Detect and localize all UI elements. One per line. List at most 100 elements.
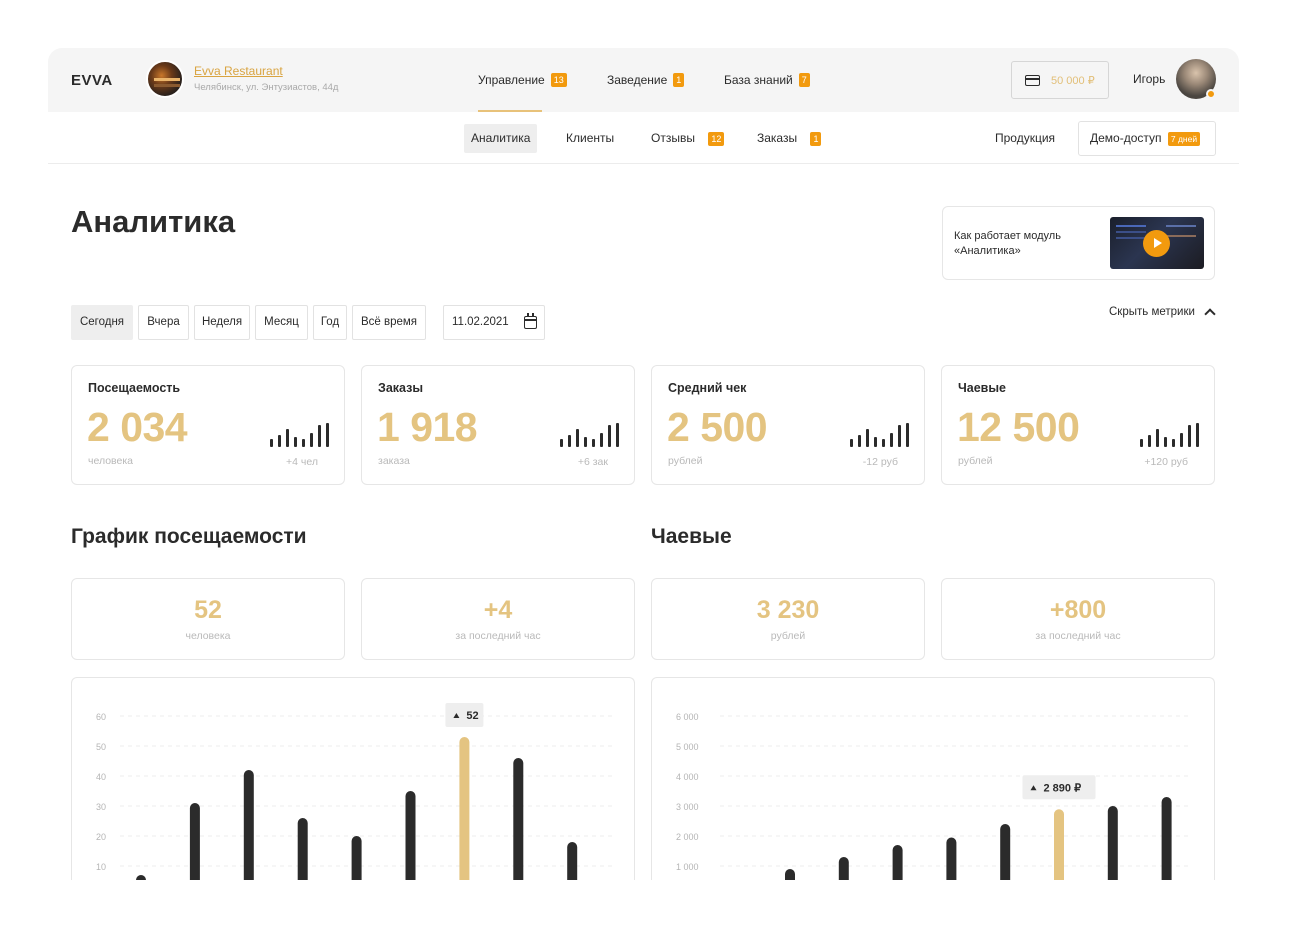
y-tick-label: 10: [96, 862, 106, 872]
sparkline-bar: [576, 429, 579, 447]
y-tick-label: 2 000: [676, 832, 699, 842]
metric-card-orders: Заказы 1 918 заказа +6 зак: [361, 365, 635, 485]
subnav-badge: 12: [708, 132, 725, 146]
y-tick-label: 30: [96, 802, 106, 812]
tips-bar-chart: 6 000 5 000 4 000 3 000 2 000 1 000 2 890 ₽: [676, 712, 1192, 907]
y-tick-label: 1 000: [676, 862, 699, 872]
stat-card-people-last-hour: +4 за последний час: [361, 578, 635, 660]
restaurant-name-link[interactable]: Evva Restaurant: [194, 64, 283, 78]
video-tutorial-card[interactable]: Как работает модуль «Аналитика»: [942, 206, 1215, 280]
bar-highlighted[interactable]: [459, 737, 470, 907]
tooltip-value: 2 890 ₽: [1044, 782, 1082, 794]
bar[interactable]: [1161, 797, 1172, 907]
page-bottom: [0, 880, 1289, 929]
metric-unit: рублей: [668, 455, 703, 467]
subnav-label: Отзывы: [651, 131, 695, 145]
sparkline-bar: [874, 437, 877, 447]
restaurant-avatar[interactable]: [146, 60, 184, 98]
demo-access-button[interactable]: Демо-доступ 7 дней: [1078, 121, 1216, 156]
sparkline-bar: [1156, 429, 1159, 447]
metric-value: 1 918: [377, 404, 478, 450]
demo-label: Демо-доступ: [1090, 131, 1162, 145]
online-status-dot: [1206, 89, 1216, 99]
nav-item-management[interactable]: Управление 13: [478, 48, 567, 112]
filter-month[interactable]: Месяц: [255, 305, 308, 340]
top-bar: EVVA Evva Restaurant Челябинск, ул. Энту…: [48, 48, 1239, 112]
balance-button[interactable]: 50 000 ₽: [1011, 61, 1109, 99]
filter-year[interactable]: Год: [313, 305, 347, 340]
page-title: Аналитика: [71, 204, 236, 239]
subnav-orders[interactable]: Заказы 1: [750, 124, 828, 153]
stat-label: за последний час: [1035, 630, 1121, 642]
metric-title: Посещаемость: [88, 381, 181, 395]
subnav-analytics[interactable]: Аналитика: [464, 124, 538, 153]
chevron-up-icon[interactable]: [1204, 308, 1216, 320]
stat-card-tips-last-hour: +800 за последний час: [941, 578, 1215, 660]
metric-title: Средний чек: [668, 381, 747, 395]
filter-today[interactable]: Сегодня: [71, 305, 133, 340]
subnav-products[interactable]: Продукция: [995, 131, 1056, 145]
filter-all-time[interactable]: Всё время: [352, 305, 426, 340]
sparkline-bar: [1140, 439, 1143, 447]
bar[interactable]: [513, 758, 524, 907]
stat-card-people: 52 человека: [71, 578, 345, 660]
sparkline-bar: [890, 433, 893, 447]
subnav-label: Аналитика: [471, 131, 531, 145]
play-icon[interactable]: [1143, 230, 1170, 257]
metric-unit: заказа: [378, 455, 410, 467]
sparkline-bar: [850, 439, 853, 447]
calendar-icon[interactable]: [524, 313, 537, 329]
sparkline-bar: [1196, 423, 1199, 447]
stat-value: +4: [483, 596, 513, 624]
nav-item-establishment[interactable]: Заведение 1: [607, 48, 685, 112]
user-name[interactable]: Игорь: [1133, 72, 1166, 86]
video-thumbnail[interactable]: [1110, 217, 1204, 269]
stat-label: за последний час: [455, 630, 541, 642]
stat-value: 52: [194, 596, 222, 624]
sparkline-bar: [294, 437, 297, 447]
y-tick-label: 40: [96, 772, 106, 782]
metric-title: Чаевые: [958, 381, 1006, 395]
subnav-label: Клиенты: [566, 131, 615, 145]
tooltip-box: [1022, 775, 1096, 800]
sparkline-bar: [858, 435, 861, 447]
date-picker-input[interactable]: 11.02.2021: [443, 305, 545, 340]
sparkline-bar: [286, 429, 289, 447]
metric-title: Заказы: [378, 381, 424, 395]
sparkline-bar: [270, 439, 273, 447]
bar[interactable]: [243, 770, 254, 907]
subnav-reviews[interactable]: Отзывы 12: [644, 124, 731, 153]
bar-tooltip: 52: [445, 703, 484, 727]
sparkline-bar: [584, 437, 587, 447]
active-nav-indicator: [478, 110, 542, 112]
hide-metrics-toggle[interactable]: Скрыть метрики: [1109, 306, 1195, 318]
attendance-chart-card: 60 50 40 30 20 10 52: [71, 677, 635, 907]
sparkline-bar: [608, 425, 611, 447]
sparkline-bar: [568, 435, 571, 447]
nav-label: База знаний: [724, 73, 793, 87]
y-tick-label: 20: [96, 832, 106, 842]
nav-item-knowledge-base[interactable]: База знаний 7: [724, 48, 810, 112]
bar[interactable]: [405, 791, 416, 907]
metric-value: 2 500: [667, 404, 768, 450]
restaurant-address: Челябинск, ул. Энтузиастов, 44д: [194, 82, 339, 93]
stat-value: 3 230: [756, 596, 820, 624]
metric-delta: +6 зак: [577, 456, 608, 468]
y-tick-label: 5 000: [676, 742, 699, 752]
filter-week[interactable]: Неделя: [194, 305, 250, 340]
tooltip-value: 52: [466, 710, 478, 722]
subnav-label: Заказы: [757, 131, 798, 145]
triangle-up-icon: [453, 713, 460, 718]
sub-navigation: Аналитика Клиенты Отзывы 12 Заказы 1 Про…: [48, 112, 1239, 164]
logo[interactable]: EVVA: [71, 72, 113, 89]
nav-badge: 7: [798, 73, 810, 87]
sparkline-bar: [326, 423, 329, 447]
nav-label: Управление: [478, 73, 545, 87]
stat-card-tips-rubles: 3 230 рублей: [651, 578, 925, 660]
subnav-clients[interactable]: Клиенты: [559, 124, 621, 153]
sparkline-bars-icon: [270, 423, 334, 447]
sparkline-bar: [1148, 435, 1151, 447]
tips-section-title: Чаевые: [651, 525, 732, 548]
sparkline-bar: [898, 425, 901, 447]
filter-yesterday[interactable]: Вчера: [138, 305, 189, 340]
